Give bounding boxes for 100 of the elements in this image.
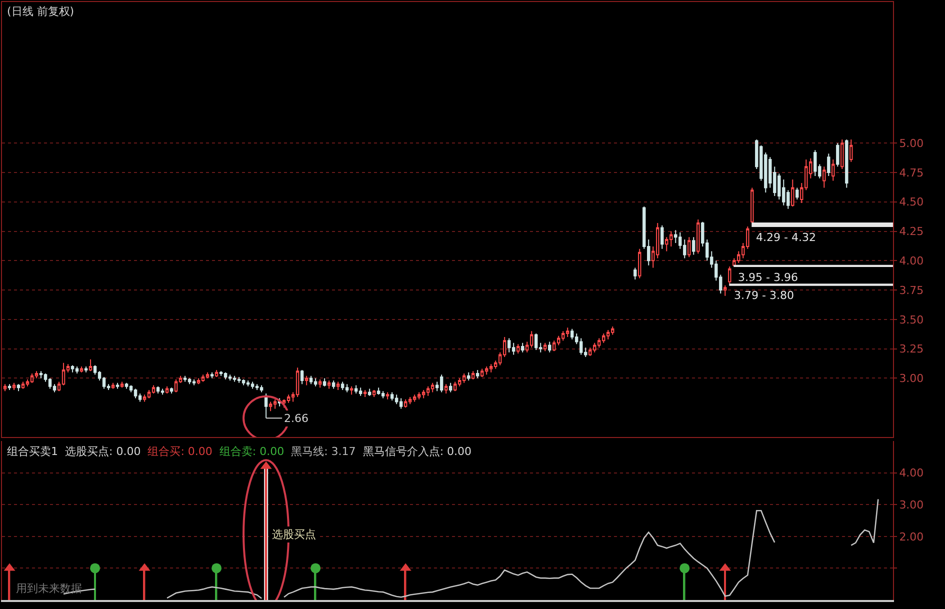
candlestick xyxy=(548,341,552,353)
candlestick xyxy=(138,392,142,402)
candlestick xyxy=(160,388,164,396)
candlestick xyxy=(530,330,534,348)
candlestick xyxy=(476,369,480,379)
y-tick-label: 5.00 xyxy=(899,136,924,150)
candlestick xyxy=(750,187,754,224)
candlestick xyxy=(242,378,246,386)
candlestick xyxy=(520,342,524,353)
candlestick xyxy=(814,150,817,176)
candlestick xyxy=(224,372,228,380)
annotation: 黑马信号介入点: 0.00 xyxy=(362,445,472,458)
candlestick xyxy=(304,375,308,386)
candlestick xyxy=(363,389,367,398)
candlestick xyxy=(724,284,727,296)
candlestick xyxy=(210,372,214,379)
candlestick xyxy=(480,368,484,378)
y-tick-label: 3.25 xyxy=(899,342,924,356)
candlestick xyxy=(350,386,354,396)
candlestick xyxy=(332,380,336,390)
candlestick xyxy=(827,153,830,176)
candlestick xyxy=(453,381,457,392)
candlestick xyxy=(214,369,218,378)
candlestick xyxy=(471,370,475,380)
candlestick xyxy=(466,372,470,382)
y-tick-label: 3.00 xyxy=(899,498,924,512)
candlestick xyxy=(408,396,412,405)
candlestick xyxy=(376,387,380,396)
candlestick xyxy=(268,401,272,412)
candlestick xyxy=(70,364,74,373)
candlestick xyxy=(314,378,318,387)
y-tick-label: 3.00 xyxy=(899,372,924,386)
band-label: 3.95 - 3.96 xyxy=(738,271,798,284)
candlestick xyxy=(692,236,696,256)
y-tick-label: 2.00 xyxy=(899,530,924,544)
y-tick-label: 4.50 xyxy=(899,196,924,209)
y-tick-label: 4.00 xyxy=(899,466,924,480)
candlestick xyxy=(192,378,196,386)
candlestick xyxy=(147,389,151,399)
candlestick xyxy=(201,374,205,382)
candlestick xyxy=(440,374,444,393)
candlestick xyxy=(660,224,664,250)
candlestick xyxy=(358,387,362,396)
candlestick xyxy=(206,372,210,379)
candlestick xyxy=(152,384,156,394)
candlestick xyxy=(394,394,398,405)
candlestick xyxy=(142,394,146,402)
candlestick xyxy=(322,378,326,387)
candlestick xyxy=(512,342,516,356)
candlestick xyxy=(489,364,493,373)
candlestick xyxy=(318,378,322,388)
candlestick xyxy=(570,328,574,340)
candlestick xyxy=(390,392,394,402)
candlestick xyxy=(543,342,547,352)
y-tick-label: 4.25 xyxy=(899,225,924,238)
annotation: 黑马线: 3.17 xyxy=(291,445,356,458)
y-tick-label: 3.75 xyxy=(899,284,924,297)
candlestick xyxy=(309,375,313,385)
candlestick xyxy=(791,179,794,208)
candlestick xyxy=(336,381,340,390)
candlestick xyxy=(840,139,844,170)
candlestick xyxy=(116,382,120,390)
candlestick xyxy=(255,384,259,390)
candlestick xyxy=(228,374,232,382)
candlestick xyxy=(696,218,700,254)
candlestick xyxy=(273,398,277,410)
candlestick xyxy=(381,390,385,399)
candlestick xyxy=(417,392,421,400)
candlestick xyxy=(444,384,448,394)
candlestick xyxy=(21,381,25,390)
candlestick xyxy=(448,382,452,393)
candlestick xyxy=(832,159,835,182)
candlestick xyxy=(634,267,637,280)
candlestick xyxy=(552,340,556,352)
candlestick xyxy=(134,388,138,399)
candlestick xyxy=(30,373,34,384)
candlestick xyxy=(12,382,16,390)
annotation: 2.66 xyxy=(284,412,308,425)
candlestick xyxy=(156,386,160,394)
candlestick xyxy=(286,394,290,404)
candlestick xyxy=(75,366,79,374)
y-tick-label: 4.75 xyxy=(899,166,924,180)
candlestick xyxy=(422,389,426,399)
candlestick xyxy=(296,367,300,398)
candlestick xyxy=(836,142,840,168)
candlestick xyxy=(232,375,236,382)
candlestick xyxy=(462,373,466,384)
candlestick xyxy=(345,384,349,393)
candlestick xyxy=(170,387,174,394)
candlestick xyxy=(368,388,372,396)
candlestick xyxy=(3,384,7,392)
candlestick xyxy=(404,398,408,408)
candlestick xyxy=(196,378,200,385)
annotation: 选股买点 xyxy=(272,528,316,541)
candlestick xyxy=(300,369,304,385)
candlestick xyxy=(796,187,799,200)
candlestick xyxy=(850,139,853,162)
candlestick xyxy=(426,386,430,396)
candlestick xyxy=(372,389,376,398)
candlestick xyxy=(638,248,642,279)
